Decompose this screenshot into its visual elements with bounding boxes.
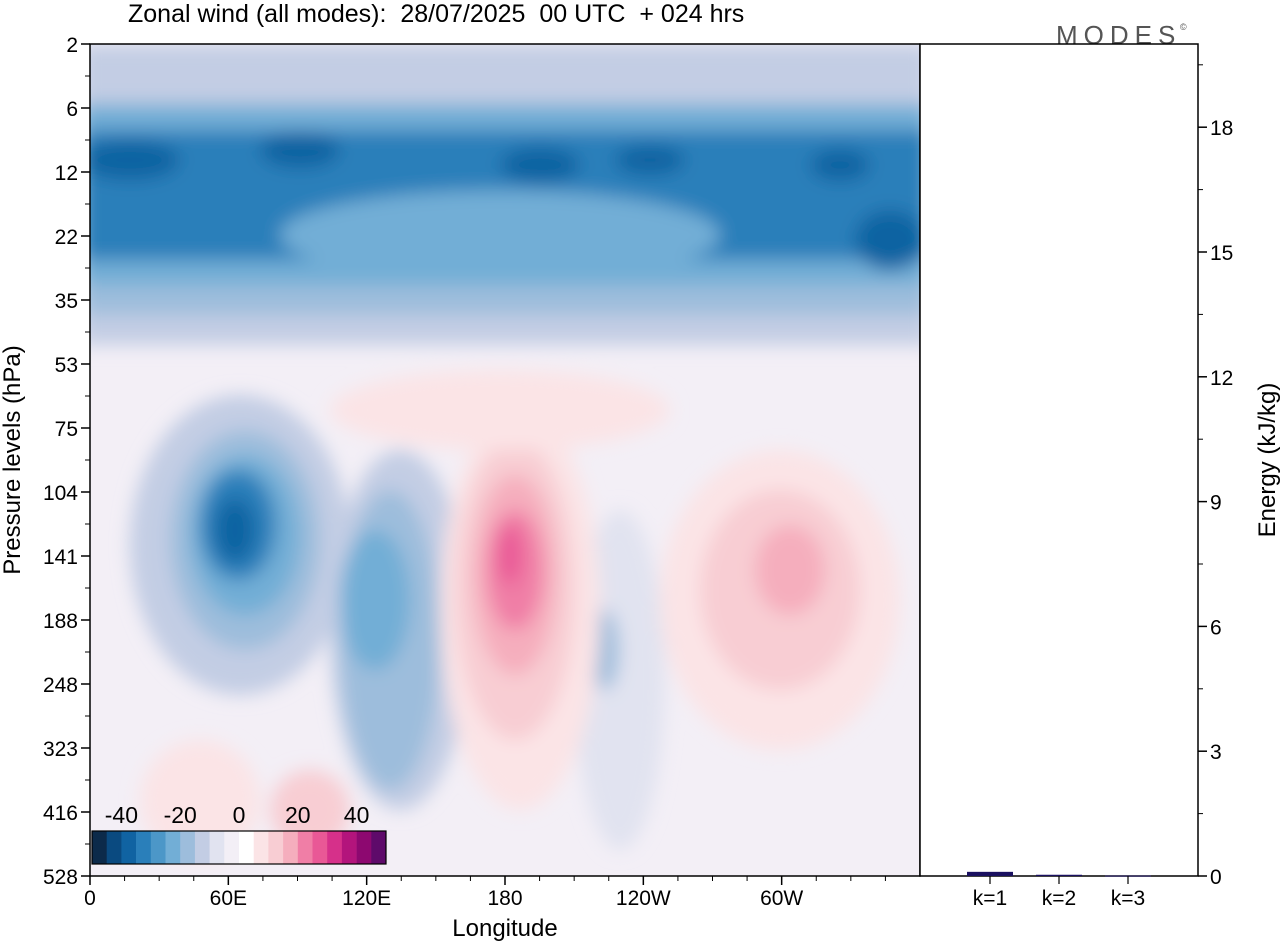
colorbar-swatch	[209, 831, 225, 864]
x-tick-label: 120W	[616, 887, 671, 910]
westerly-jet-core	[498, 525, 522, 585]
colorbar-swatch	[121, 831, 137, 864]
colorbar-swatch	[327, 831, 343, 864]
energy-tick-label: 6	[1210, 616, 1222, 639]
colorbar-swatch	[150, 831, 166, 864]
energy-bar-k=1	[967, 871, 1013, 876]
colorbar-swatch	[224, 831, 240, 864]
stratospheric-core-3	[500, 147, 580, 183]
y-axis-label: Pressure levels (hPa)	[0, 345, 26, 574]
colorbar-swatch	[253, 831, 269, 864]
stratospheric-core-4	[615, 145, 685, 175]
colorbar-swatch	[297, 831, 313, 864]
colorbar-label: 0	[233, 802, 246, 828]
energy-axis: 0 3 6 9 12 15 18	[1198, 64, 1233, 889]
pressure-axis: 2 6 12 22 35 53 75 104 141 188 248 323 416 528	[43, 34, 90, 889]
energy-category-label: k=2	[1042, 887, 1076, 910]
x-axis-label: Longitude	[452, 915, 557, 942]
westerly-maximum	[755, 525, 825, 615]
y-tick-label: 22	[55, 226, 78, 249]
chart-title: Zonal wind (all modes): 28/07/2025 00 UT…	[128, 0, 744, 28]
weaker-stratospheric-region	[280, 190, 720, 280]
colorbar-swatch	[356, 831, 372, 864]
colorbar-label: -40	[105, 802, 138, 828]
colorbar-label: 40	[344, 802, 370, 828]
y-tick-label: 323	[43, 738, 78, 761]
y-tick-label: 75	[55, 418, 78, 441]
colorbar-swatch	[268, 831, 284, 864]
energy-tick-label: 18	[1210, 117, 1233, 140]
y-tick-label: 53	[55, 354, 78, 377]
energy-category-label: k=1	[973, 887, 1007, 910]
y-tick-label: 416	[43, 802, 78, 825]
energy-bar-k=2	[1036, 874, 1082, 876]
colorbar-swatch	[106, 831, 122, 864]
colorbar-swatch	[239, 831, 254, 864]
longitude-axis: 0 60E 120E 180 120W 60W	[84, 876, 886, 910]
colorbar-swatch	[136, 831, 152, 864]
y-tick-label: 104	[43, 482, 78, 505]
y-tick-label: 6	[66, 98, 78, 121]
colorbar-swatch	[92, 831, 107, 864]
energy-tick-label: 12	[1210, 367, 1233, 390]
colorbar-label: 20	[285, 802, 311, 828]
y-tick-label: 2	[66, 34, 78, 57]
energy-tick-label: 0	[1210, 866, 1222, 889]
easterly-jet-core	[215, 498, 255, 562]
colorbar-label: -20	[164, 802, 197, 828]
x-tick-label: 60W	[760, 887, 803, 910]
energy-bars: k=1 k=2 k=3	[967, 871, 1151, 910]
y-tick-label: 528	[43, 866, 78, 889]
energy-axis-label: Energy (kJ/kg)	[1254, 383, 1280, 538]
y-tick-label: 248	[43, 674, 78, 697]
stratospheric-core-2	[260, 132, 340, 168]
colorbar-swatch	[341, 831, 357, 864]
modes-logo-mark: ©	[1180, 22, 1187, 32]
energy-tick-label: 15	[1210, 242, 1233, 265]
x-tick-label: 180	[487, 887, 522, 910]
stratospheric-core-1	[90, 140, 180, 180]
colorbar-swatch	[371, 831, 387, 864]
energy-tick-label: 9	[1210, 492, 1222, 515]
colorbar-swatch	[283, 831, 299, 864]
x-tick-label: 60E	[210, 887, 247, 910]
band-top	[90, 44, 920, 104]
colorbar: -40 -20 0 20 40	[91, 802, 387, 865]
y-tick-label: 141	[43, 546, 78, 569]
colorbar-swatch	[312, 831, 328, 864]
zonal-wind-heatmap	[90, 44, 920, 876]
energy-category-label: k=3	[1111, 887, 1145, 910]
x-tick-label: 120E	[342, 887, 391, 910]
stratospheric-core-6	[855, 210, 920, 270]
x-tick-label: 0	[84, 887, 96, 910]
energy-panel	[919, 43, 1199, 877]
y-tick-label: 35	[55, 290, 78, 313]
stratospheric-core-5	[810, 149, 870, 181]
y-tick-label: 12	[55, 162, 78, 185]
colorbar-swatch	[165, 831, 181, 864]
energy-tick-label: 3	[1210, 741, 1222, 764]
y-tick-label: 188	[43, 610, 78, 633]
colorbar-swatch	[180, 831, 196, 864]
colorbar-swatch	[194, 831, 210, 864]
